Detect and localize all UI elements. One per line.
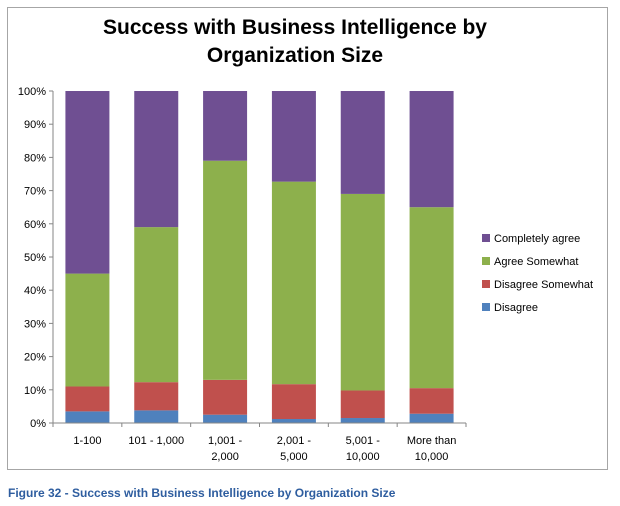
bar-segment: [203, 414, 248, 423]
y-tick-label: 10%: [24, 385, 46, 397]
legend-swatch: [482, 303, 490, 311]
bar-segment: [203, 379, 248, 415]
bar-segment: [409, 207, 454, 389]
y-tick-label: 20%: [24, 352, 46, 364]
bar-segment: [409, 91, 454, 208]
legend-label: Disagree Somewhat: [494, 279, 593, 291]
x-tick-label: 1-100: [73, 435, 101, 447]
bar-segment: [203, 160, 248, 380]
y-tick-label: 40%: [24, 285, 46, 297]
bar-segment: [134, 382, 179, 411]
x-tick-label: 2,001 -5,000: [277, 435, 312, 463]
bar-segment: [409, 388, 454, 414]
legend-label: Agree Somewhat: [494, 256, 578, 268]
bar-segment: [65, 386, 110, 412]
x-tick-label: More than 10,000: [407, 435, 457, 463]
y-tick-label: 0%: [30, 418, 46, 430]
legend-label: Completely agree: [494, 233, 580, 245]
chart-title: Success with Business Intelligence by Or…: [103, 16, 487, 67]
bar-segment: [340, 91, 385, 194]
bar-segment: [340, 390, 385, 419]
bar-segment: [271, 91, 316, 182]
y-tick-label: 60%: [24, 219, 46, 231]
bar-segment: [134, 227, 179, 383]
bar-segment: [409, 413, 454, 423]
y-tick-label: 90%: [24, 119, 46, 131]
legend-swatch: [482, 280, 490, 288]
y-tick-label: 80%: [24, 152, 46, 164]
figure-caption: Figure 32 - Success with Business Intell…: [8, 486, 396, 500]
legend-swatch: [482, 234, 490, 242]
legend-swatch: [482, 257, 490, 265]
bar-segment: [65, 273, 110, 387]
bar-segment: [203, 91, 248, 161]
bar-segment: [65, 411, 110, 423]
bar-segment: [271, 419, 316, 423]
bar-segment: [65, 91, 110, 274]
y-tick-label: 100%: [18, 86, 46, 98]
y-tick-label: 30%: [24, 318, 46, 330]
bar-segment: [134, 91, 179, 228]
x-tick-label: 101 - 1,000: [128, 435, 184, 447]
legend-label: Disagree: [494, 302, 538, 314]
bar-segment: [340, 193, 385, 391]
y-tick-label: 50%: [24, 252, 46, 264]
bar-segment: [271, 384, 316, 420]
bar-segment: [134, 410, 179, 423]
y-tick-label: 70%: [24, 186, 46, 198]
x-tick-label: 1,001 -2,000: [208, 435, 243, 463]
x-tick-label: 5,001 -10,000: [346, 435, 381, 463]
bar-segment: [340, 418, 385, 423]
bar-segment: [271, 181, 316, 385]
